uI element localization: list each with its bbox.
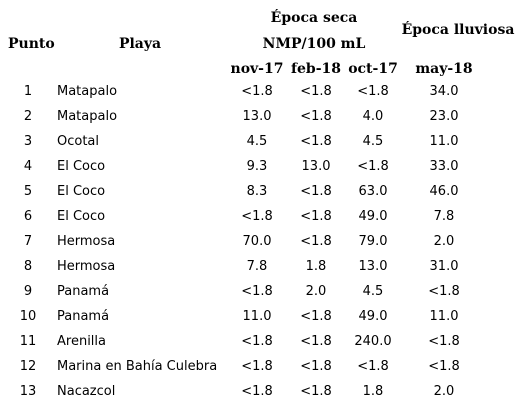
cell-oct-17: 4.5 <box>362 134 384 149</box>
cell-may-18: 7.8 <box>433 209 455 224</box>
cell-oct-17: <1.8 <box>357 84 389 99</box>
cell-playa: Arenilla <box>57 334 106 349</box>
cell-feb-18: <1.8 <box>300 334 332 349</box>
cell-feb-18: <1.8 <box>300 384 332 399</box>
cell-playa: Hermosa <box>57 259 116 274</box>
cell-punto: 4 <box>23 159 33 174</box>
cell-may-18: <1.8 <box>428 284 460 299</box>
cell-nov-17: <1.8 <box>241 334 273 349</box>
cell-nov-17: 7.8 <box>246 259 268 274</box>
cell-feb-18: <1.8 <box>300 134 332 149</box>
cell-playa: El Coco <box>57 184 106 199</box>
cell-punto: 3 <box>23 134 33 149</box>
cell-may-18: 11.0 <box>429 309 459 324</box>
header-playa: Playa <box>118 36 162 52</box>
cell-may-18: 33.0 <box>429 159 459 174</box>
cell-nov-17: <1.8 <box>241 384 273 399</box>
cell-playa: El Coco <box>57 209 106 224</box>
cell-oct-17: 79.0 <box>358 234 388 249</box>
cell-feb-18: <1.8 <box>300 184 332 199</box>
cell-feb-18: <1.8 <box>300 359 332 374</box>
cell-may-18: 23.0 <box>429 109 459 124</box>
cell-playa: Ocotal <box>57 134 100 149</box>
cell-feb-18: 1.8 <box>305 259 327 274</box>
cell-nov-17: <1.8 <box>241 359 273 374</box>
cell-oct-17: 240.0 <box>354 334 392 349</box>
header-epoca-lluviosa: Época lluviosa <box>401 22 515 38</box>
cell-feb-18: <1.8 <box>300 234 332 249</box>
cell-punto: 1 <box>23 84 33 99</box>
header-epoca-seca: Época seca <box>270 10 358 26</box>
cell-may-18: 2.0 <box>433 384 455 399</box>
cell-oct-17: 63.0 <box>358 184 388 199</box>
cell-oct-17: <1.8 <box>357 359 389 374</box>
cell-playa: Matapalo <box>57 84 118 99</box>
cell-punto: 10 <box>19 309 37 324</box>
cell-oct-17: <1.8 <box>357 159 389 174</box>
cell-may-18: 11.0 <box>429 134 459 149</box>
cell-may-18: 2.0 <box>433 234 455 249</box>
header-unit: NMP/100 mL <box>262 36 366 52</box>
cell-playa: Panamá <box>57 284 110 299</box>
cell-playa: Marina en Bahía Culebra <box>57 359 218 374</box>
cell-may-18: 31.0 <box>429 259 459 274</box>
header-month: oct-17 <box>348 61 398 77</box>
cell-punto: 5 <box>23 184 33 199</box>
cell-punto: 9 <box>23 284 33 299</box>
cell-may-18: <1.8 <box>428 359 460 374</box>
cell-punto: 6 <box>23 209 33 224</box>
cell-nov-17: 70.0 <box>242 234 272 249</box>
cell-feb-18: <1.8 <box>300 84 332 99</box>
cell-playa: Hermosa <box>57 234 116 249</box>
cell-oct-17: 4.0 <box>362 109 384 124</box>
header-month: may-18 <box>415 61 473 77</box>
cell-oct-17: 49.0 <box>358 309 388 324</box>
cell-playa: Panamá <box>57 309 110 324</box>
cell-nov-17: <1.8 <box>241 84 273 99</box>
cell-may-18: 34.0 <box>429 84 459 99</box>
cell-nov-17: 9.3 <box>246 159 268 174</box>
cell-oct-17: 4.5 <box>362 284 384 299</box>
cell-nov-17: 4.5 <box>246 134 268 149</box>
header-punto: Punto <box>8 36 55 52</box>
cell-punto: 8 <box>23 259 33 274</box>
cell-nov-17: <1.8 <box>241 209 273 224</box>
header-month: feb-18 <box>290 61 342 77</box>
cell-nov-17: <1.8 <box>241 284 273 299</box>
cell-oct-17: 13.0 <box>358 259 388 274</box>
cell-feb-18: <1.8 <box>300 109 332 124</box>
cell-may-18: <1.8 <box>428 334 460 349</box>
cell-nov-17: 13.0 <box>242 109 272 124</box>
cell-playa: Matapalo <box>57 109 118 124</box>
cell-feb-18: <1.8 <box>300 309 332 324</box>
cell-oct-17: 49.0 <box>358 209 388 224</box>
cell-punto: 2 <box>23 109 33 124</box>
cell-punto: 12 <box>19 359 37 374</box>
cell-may-18: 46.0 <box>429 184 459 199</box>
cell-feb-18: <1.8 <box>300 209 332 224</box>
cell-feb-18: 13.0 <box>301 159 331 174</box>
cell-playa: Nacazcol <box>57 384 116 399</box>
cell-nov-17: 11.0 <box>242 309 272 324</box>
cell-punto: 7 <box>23 234 33 249</box>
cell-oct-17: 1.8 <box>362 384 384 399</box>
cell-feb-18: 2.0 <box>305 284 327 299</box>
cell-playa: El Coco <box>57 159 106 174</box>
cell-punto: 13 <box>19 384 37 399</box>
cell-punto: 11 <box>19 334 37 349</box>
cell-nov-17: 8.3 <box>246 184 268 199</box>
header-month: nov-17 <box>230 61 284 77</box>
